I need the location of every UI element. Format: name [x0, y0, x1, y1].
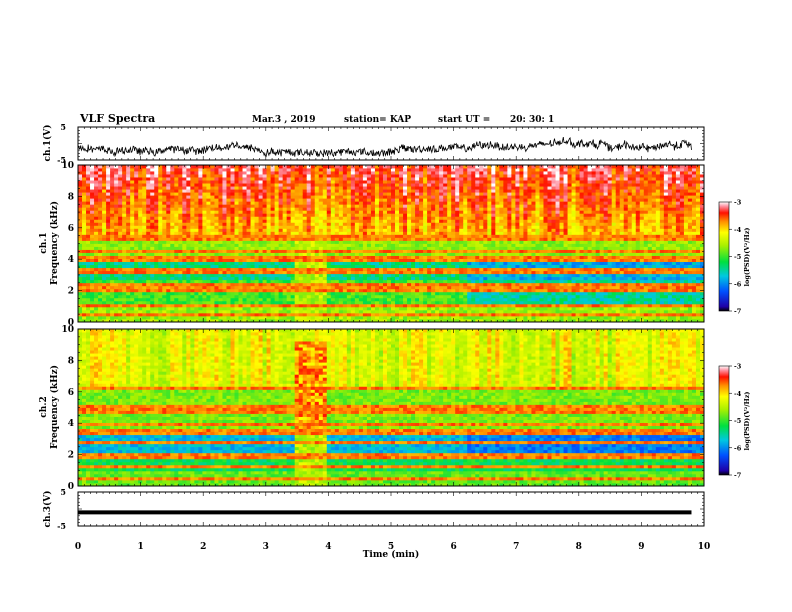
figure-title: VLF Spectra: [80, 112, 156, 125]
colorbar-tick-label: -6: [734, 280, 742, 288]
x-tick-label: 7: [513, 542, 519, 552]
y-tick-label: 0: [68, 318, 74, 328]
x-tick-label: 9: [638, 542, 644, 552]
x-tick-label: 1: [137, 542, 143, 552]
ch1-colorbar-label: log(PSD)(V²/Hz): [743, 228, 751, 287]
ch1-colorbar: -3 -4 -5 -6 -7 log(PSD)(V²/Hz): [718, 199, 751, 316]
x-tick-label: 10: [698, 542, 711, 552]
x-axis-label: Time (min): [363, 549, 420, 560]
colorbar-tick-label: -5: [734, 253, 742, 261]
ch2-spec-ylabel-channel: ch.2: [39, 396, 49, 417]
station-label: station= KAP: [344, 115, 412, 125]
ch3-wave-ylabel: ch.3(V): [42, 491, 53, 528]
colorbar-tick-label: -7: [734, 308, 741, 316]
y-tick-label: 6: [68, 224, 74, 234]
ch2-colorbar-label: log(PSD)(V²/Hz): [743, 392, 751, 451]
ch1-spec-ylabel: Frequency (kHz): [49, 201, 60, 285]
colorbar-tick-label: -7: [734, 472, 741, 480]
ch1-waveform-plot: [77, 137, 692, 158]
y-tick-label: -5: [57, 521, 66, 531]
y-tick-label: 8: [68, 192, 74, 202]
colorbar-tick-label: -6: [734, 444, 742, 452]
y-tick-label: 8: [68, 356, 74, 366]
x-tick-label: 8: [576, 542, 582, 552]
x-tick-label: 0: [75, 542, 81, 552]
colorbar-tick-label: -4: [734, 390, 742, 398]
x-tick-label: 2: [200, 542, 206, 552]
colorbar-tick-label: -3: [734, 199, 742, 207]
ch2-colorbar: -3 -4 -5 -6 -7 log(PSD)(V²/Hz): [718, 363, 751, 480]
x-tick-label: 3: [263, 542, 269, 552]
y-tick-label: 6: [68, 388, 74, 398]
ch2-spectrogram-plot: [78, 329, 705, 487]
colorbar-tick-label: -3: [734, 363, 742, 371]
y-tick-label: 4: [68, 419, 74, 429]
y-tick-label: 4: [68, 255, 74, 265]
y-tick-label: 2: [68, 451, 74, 461]
y-tick-label: 5: [60, 122, 66, 132]
date-label: Mar.3 , 2019: [252, 115, 316, 125]
colorbar-tick-label: -4: [734, 226, 742, 234]
y-tick-label: 10: [61, 325, 74, 335]
ch1-spectrogram-plot: [78, 165, 705, 323]
ch1-waveform-line: [77, 137, 692, 158]
ch1-spec-ylabel-channel: ch.1: [39, 232, 49, 253]
colorbar-tick-label: -5: [734, 417, 742, 425]
y-tick-label: 0: [68, 482, 74, 492]
start-ut-value: 20: 30: 1: [510, 115, 555, 125]
y-tick-label: -5: [57, 155, 66, 165]
y-tick-label: 2: [68, 287, 74, 297]
x-tick-label: 6: [450, 542, 456, 552]
start-ut-label: start UT =: [438, 115, 491, 125]
y-tick-label: 10: [61, 161, 74, 171]
ch1-waveform-frame: [77, 126, 705, 161]
ch3-waveform-frame: [77, 491, 705, 527]
y-tick-label: 5: [60, 487, 66, 497]
ch2-spec-ylabel: Frequency (kHz): [49, 365, 60, 449]
ch1-wave-ylabel: ch.1(V): [42, 125, 53, 162]
x-tick-label: 5: [388, 542, 394, 552]
x-tick-label: 4: [325, 542, 331, 552]
